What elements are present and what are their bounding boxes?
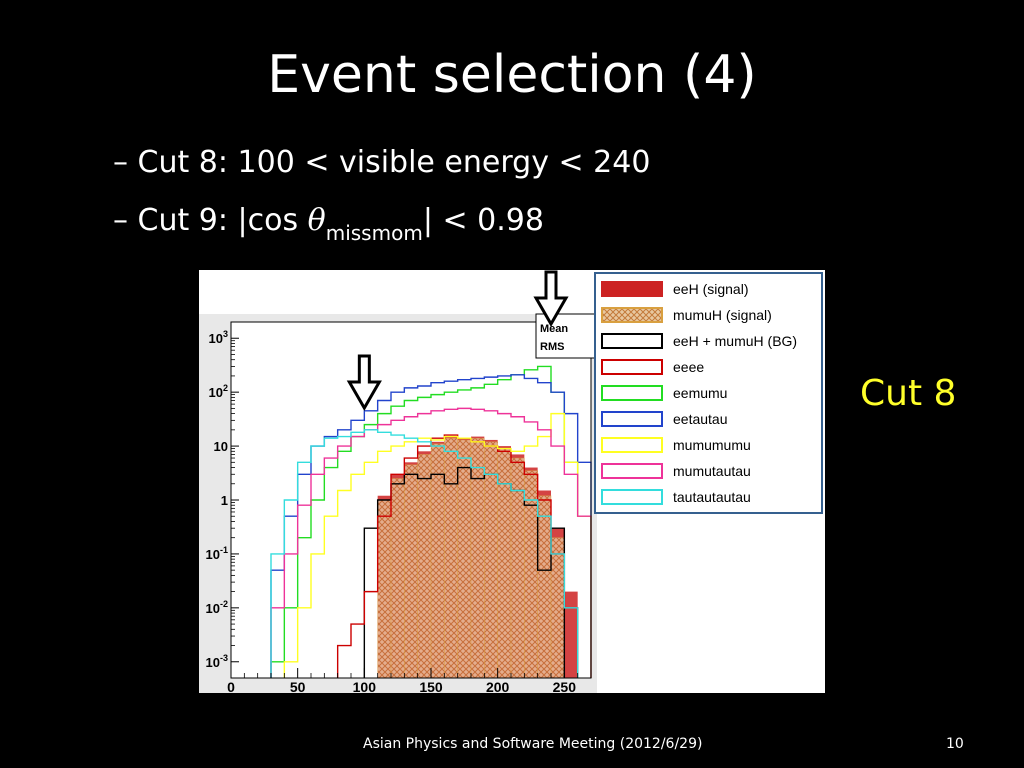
y-tick-label: 10-3 bbox=[206, 653, 228, 670]
x-tick-label: 250 bbox=[553, 679, 577, 693]
histogram-bar bbox=[524, 470, 538, 679]
histogram-plot: 10-3 10-2 10-1 1 10 102 103 0 50 100 150 200 250 Mean… bbox=[199, 270, 825, 695]
footer-text: Asian Physics and Software Meeting (2012… bbox=[363, 736, 703, 752]
y-tick-label: 102 bbox=[209, 383, 228, 400]
theta-symbol: θ bbox=[307, 203, 326, 238]
histogram-bar bbox=[390, 478, 405, 679]
histogram-line bbox=[270, 365, 592, 678]
series-eemumu bbox=[270, 365, 592, 678]
legend-item: tautautautau bbox=[601, 489, 751, 505]
x-tick-label: 100 bbox=[353, 679, 377, 693]
legend-label: eeH + mumuH (BG) bbox=[673, 333, 797, 349]
stats-box-frame bbox=[535, 313, 599, 359]
stats-box-label: Mean bbox=[540, 323, 568, 335]
histogram-bar bbox=[430, 443, 445, 679]
legend-item: eeH + mumuH (BG) bbox=[601, 333, 797, 349]
formula-subscript: missmom bbox=[325, 221, 423, 245]
legend-swatch bbox=[601, 437, 663, 453]
histogram-bar bbox=[377, 499, 392, 679]
legend-item: mumutautau bbox=[601, 463, 751, 479]
x-tick-label: 50 bbox=[290, 679, 306, 693]
legend-swatch bbox=[601, 489, 663, 505]
histogram-bar bbox=[564, 591, 578, 678]
histogram-bar bbox=[484, 441, 498, 679]
series-mumumumu bbox=[283, 412, 592, 678]
histogram-line bbox=[270, 429, 579, 678]
x-tick-label: 0 bbox=[227, 679, 235, 693]
legend-item: eemumu bbox=[601, 385, 727, 401]
legend-item: eeH (signal) bbox=[601, 281, 748, 297]
series-mumuh-signal- bbox=[377, 437, 565, 679]
histogram-line bbox=[363, 466, 566, 678]
legend: eeH (signal) mumuH (signal) eeH + mumuH (B… bbox=[594, 272, 823, 514]
legend-label: mumumumu bbox=[673, 437, 751, 453]
legend-swatch bbox=[601, 333, 663, 349]
y-tick-label: 103 bbox=[209, 329, 228, 346]
formula-open: |cos bbox=[237, 203, 308, 238]
y-tick-label: 10-1 bbox=[206, 545, 228, 562]
histogram-bar bbox=[537, 495, 552, 679]
legend-swatch bbox=[601, 385, 663, 401]
legend-item: eetautau bbox=[601, 411, 728, 427]
cut-arrow bbox=[346, 354, 382, 412]
bullet-prefix: – Cut 8: bbox=[113, 145, 238, 180]
legend-label: eeH (signal) bbox=[673, 281, 748, 297]
histogram-bar bbox=[457, 439, 472, 679]
histogram-bar bbox=[404, 464, 418, 679]
legend-label: eeee bbox=[673, 359, 704, 375]
formula-close: | < 0.98 bbox=[422, 203, 544, 238]
legend-label: tautautautau bbox=[673, 489, 751, 505]
legend-item: mumumumu bbox=[601, 437, 751, 453]
histogram-bar bbox=[470, 437, 485, 679]
legend-item: eeee bbox=[601, 359, 704, 375]
legend-swatch bbox=[601, 281, 663, 297]
legend-swatch bbox=[601, 307, 663, 323]
cut-arrow bbox=[533, 270, 569, 328]
y-tick-label: 10-2 bbox=[206, 599, 228, 616]
y-tick-label: 1 bbox=[221, 493, 228, 508]
stats-box-label: RMS bbox=[540, 341, 564, 353]
series-eeh-mumuh-bg- bbox=[363, 466, 566, 678]
histogram-bar bbox=[497, 448, 512, 679]
histogram-figure: 10-3 10-2 10-1 1 10 102 103 0 50 100 150 200 250 Mean… bbox=[199, 270, 825, 695]
legend-label: eemumu bbox=[673, 385, 727, 401]
stats-box: Mean RMS bbox=[535, 313, 599, 359]
page-number: 10 bbox=[946, 736, 964, 752]
series-mumutautau bbox=[270, 407, 592, 678]
histogram-line bbox=[270, 407, 592, 678]
series-tautautautau bbox=[270, 429, 579, 678]
x-tick-label: 200 bbox=[486, 679, 510, 693]
histogram-bar bbox=[417, 454, 432, 679]
slide-title: Event selection (4) bbox=[267, 45, 757, 105]
histogram-bar bbox=[550, 537, 565, 679]
legend-swatch bbox=[601, 411, 663, 427]
y-tick-label: 10 bbox=[214, 439, 228, 454]
x-tick-label: 150 bbox=[419, 679, 443, 693]
legend-swatch bbox=[601, 463, 663, 479]
legend-item: mumuH (signal) bbox=[601, 307, 772, 323]
histogram-line bbox=[283, 412, 592, 678]
bullet-prefix: – Cut 9: bbox=[113, 203, 238, 238]
legend-swatch bbox=[601, 359, 663, 375]
bullet-cut-8: – Cut 8: 100 < visible energy < 240 bbox=[113, 143, 650, 183]
legend-label: eetautau bbox=[673, 411, 728, 427]
bullet-cut-9: – Cut 9: |cos θmissmom| < 0.98 bbox=[113, 201, 544, 245]
legend-label: mumuH (signal) bbox=[673, 307, 772, 323]
bullet-text: 100 < visible energy < 240 bbox=[237, 145, 651, 180]
histogram-bar bbox=[444, 437, 458, 679]
legend-label: mumutautau bbox=[673, 463, 751, 479]
cut-label: Cut 8 bbox=[860, 373, 957, 414]
